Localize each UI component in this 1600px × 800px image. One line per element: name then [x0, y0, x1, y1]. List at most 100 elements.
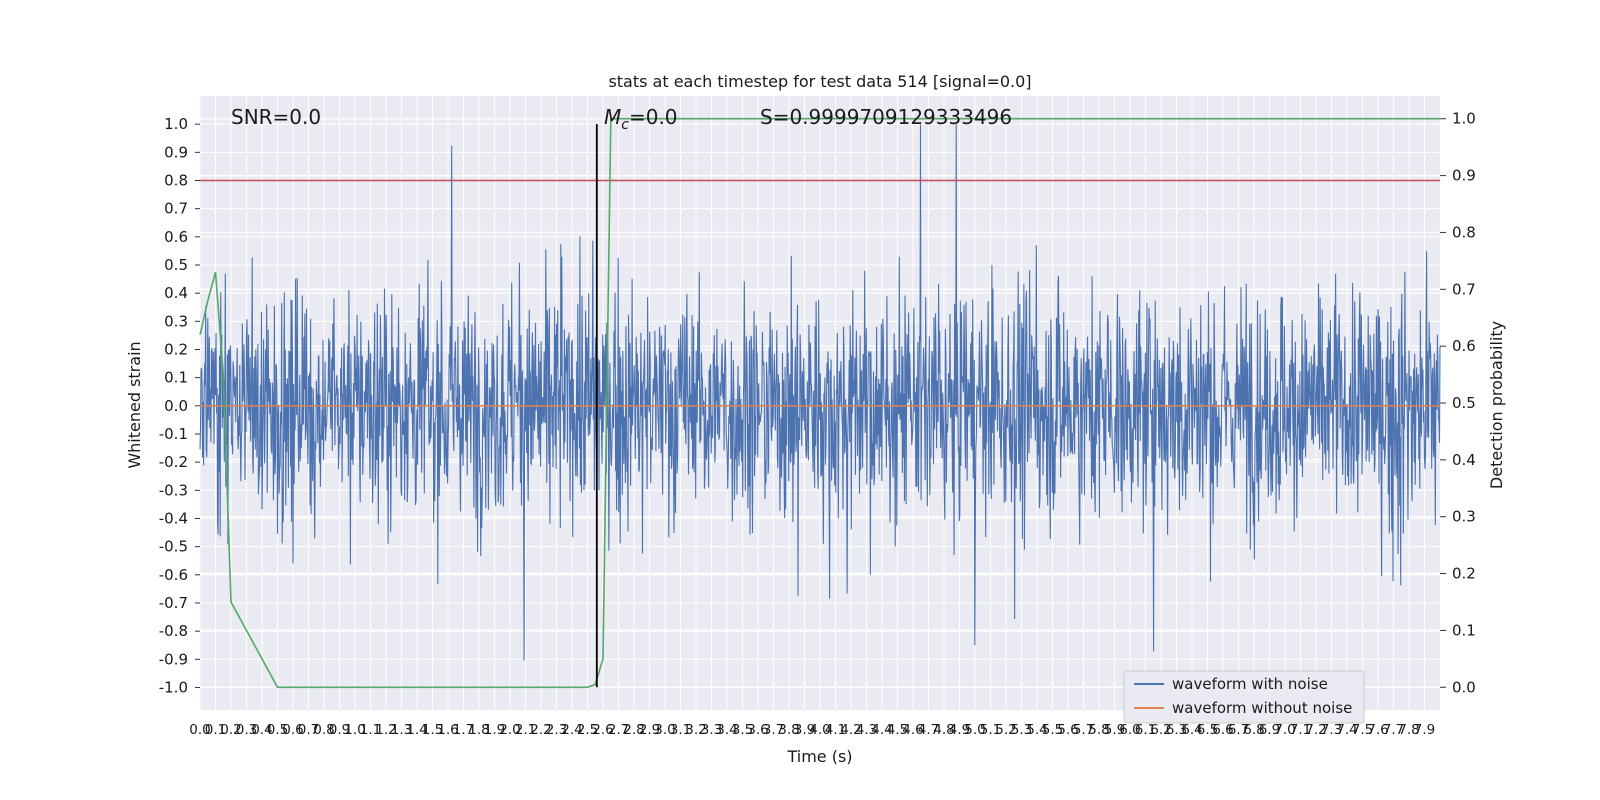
x-tick-label: 4.7 — [918, 722, 939, 738]
x-tick-label: 1.8 — [468, 722, 489, 738]
y-right-tick-label: 0.3 — [1452, 508, 1476, 526]
y-left-tick-label: -0.1 — [159, 425, 188, 443]
x-tick-label: 5.5 — [1042, 722, 1063, 738]
x-tick-label: 2.2 — [530, 722, 551, 738]
y-left-tick-label: -0.8 — [159, 622, 188, 640]
x-tick-label: 3.7 — [763, 722, 784, 738]
x-tick-label: 5.0 — [964, 722, 985, 738]
y-left-tick-label: 0.6 — [164, 228, 188, 246]
y-left-tick-label: 0.8 — [164, 171, 188, 189]
y-left-tick-label: -0.4 — [159, 509, 188, 527]
mc-subscript: c — [621, 117, 629, 133]
y-left-tick-label: -0.9 — [159, 650, 188, 668]
x-tick-label: 2.4 — [561, 722, 582, 738]
x-tick-label: 2.0 — [499, 722, 520, 738]
x-tick-label: 2.7 — [608, 722, 629, 738]
y-left-tick-label: 0.7 — [164, 200, 188, 218]
x-tick-label: 0.9 — [329, 722, 350, 738]
y-left-tick-label: 0.2 — [164, 340, 188, 358]
x-tick-label: 0.7 — [298, 722, 319, 738]
x-tick-label: 1.3 — [391, 722, 412, 738]
y-left-tick-label: 0.1 — [164, 369, 188, 387]
x-tick-label: 0.5 — [267, 722, 288, 738]
x-tick-label: 7.3 — [1321, 722, 1342, 738]
x-tick-label: 7.2 — [1305, 722, 1326, 738]
x-tick-label: 3.8 — [778, 722, 799, 738]
y-left-axis-label: Whitened strain — [125, 341, 144, 468]
y-left-tick-label: -0.5 — [159, 538, 188, 556]
x-tick-label: 1.7 — [453, 722, 474, 738]
x-tick-label: 0.1 — [205, 722, 226, 738]
y-left-tick-label: -0.6 — [159, 566, 188, 584]
series-lines — [199, 117, 1440, 689]
x-tick-label: 2.5 — [577, 722, 598, 738]
y-left-tick-label: 0.0 — [164, 397, 188, 415]
x-tick-label: 1.5 — [422, 722, 443, 738]
y-right-tick-label: 0.7 — [1452, 280, 1476, 298]
x-tick-label: 1.9 — [484, 722, 505, 738]
y-right-tick-label: 0.6 — [1452, 337, 1476, 355]
x-tick-label: 6.9 — [1259, 722, 1280, 738]
x-tick-label: 2.6 — [592, 722, 613, 738]
x-tick-label: 4.0 — [809, 722, 830, 738]
legend-box — [1123, 670, 1365, 724]
y-right-tick-label: 0.5 — [1452, 394, 1476, 412]
x-tick-label: 7.9 — [1414, 722, 1435, 738]
y-right-tick-label: 0.9 — [1452, 167, 1476, 185]
legend-label-without-noise: waveform without noise — [1172, 699, 1352, 717]
x-tick-label: 6.0 — [1119, 722, 1140, 738]
y-left-tick-label: 0.4 — [164, 284, 188, 302]
x-tick-label: 5.8 — [1088, 722, 1109, 738]
x-tick-label: 5.1 — [980, 722, 1001, 738]
x-tick-label: 0.0 — [189, 722, 210, 738]
x-tick-label: 0.4 — [251, 722, 272, 738]
x-tick-label: 3.9 — [794, 722, 815, 738]
x-tick-label: 4.9 — [949, 722, 970, 738]
y-right-tick-label: 0.2 — [1452, 565, 1476, 583]
x-tick-label: 3.0 — [654, 722, 675, 738]
x-tick-label: 1.0 — [344, 722, 365, 738]
y-left-tick-label: 0.9 — [164, 143, 188, 161]
x-tick-label: 7.1 — [1290, 722, 1311, 738]
x-tick-label: 1.6 — [437, 722, 458, 738]
mc-value: =0.0 — [629, 105, 678, 129]
x-tick-label: 6.8 — [1243, 722, 1264, 738]
x-tick-label: 5.3 — [1011, 722, 1032, 738]
x-tick-label: 1.1 — [360, 722, 381, 738]
x-tick-label: 7.8 — [1398, 722, 1419, 738]
x-tick-label: 5.2 — [995, 722, 1016, 738]
x-tick-label: 6.2 — [1150, 722, 1171, 738]
x-tick-label: 6.1 — [1135, 722, 1156, 738]
x-tick-label: 3.2 — [685, 722, 706, 738]
y-left-tick-label: -0.2 — [159, 453, 188, 471]
x-tick-label: 2.3 — [546, 722, 567, 738]
snr-annotation: SNR=0.0 — [231, 105, 321, 129]
y-right-axis-label: Detection probability — [1487, 321, 1506, 489]
y-right-tick-label: 0.4 — [1452, 451, 1476, 469]
x-tick-label: 4.1 — [825, 722, 846, 738]
x-tick-label: 7.5 — [1352, 722, 1373, 738]
y-left-tick-label: 0.3 — [164, 312, 188, 330]
y-right-tick-labels: 0.0 0.1 0.2 0.3 0.4 0.5 0.6 0.7 0.8 0.9 1.0 — [1440, 110, 1476, 696]
legend-label-with-noise: waveform with noise — [1172, 675, 1328, 693]
x-tick-label: 6.4 — [1181, 722, 1202, 738]
x-tick-label: 3.5 — [732, 722, 753, 738]
x-tick-label: 7.7 — [1383, 722, 1404, 738]
y-left-tick-label: -0.7 — [159, 594, 188, 612]
y-left-tick-label: -1.0 — [159, 678, 188, 696]
x-tick-label: 6.3 — [1166, 722, 1187, 738]
y-right-tick-label: 0.1 — [1452, 621, 1476, 639]
s-annotation: S=0.9999709129333496 — [760, 105, 1012, 129]
y-left-tick-labels: -1.0 -0.9 -0.8 -0.7 -0.6 -0.5 -0.4 -0.3 -0.2 -0.1… — [159, 115, 200, 696]
x-tick-label: 0.3 — [236, 722, 257, 738]
x-tick-label: 7.6 — [1367, 722, 1388, 738]
x-tick-label: 7.0 — [1274, 722, 1295, 738]
x-tick-label: 5.7 — [1073, 722, 1094, 738]
y-left-tick-label: 1.0 — [164, 115, 188, 133]
x-tick-label: 4.8 — [933, 722, 954, 738]
x-tick-label: 3.6 — [747, 722, 768, 738]
x-tick-label: 2.8 — [623, 722, 644, 738]
x-tick-label: 4.4 — [871, 722, 892, 738]
detection-probability-line — [199, 117, 1440, 689]
